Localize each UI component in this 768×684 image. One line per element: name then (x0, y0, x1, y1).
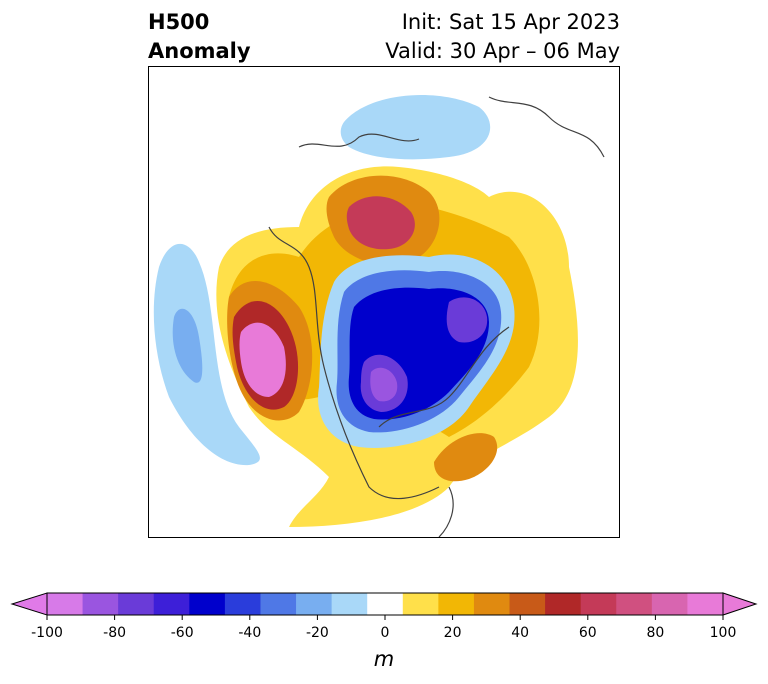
colorbar-swatch (260, 593, 297, 615)
colorbar-swatch (580, 593, 617, 615)
colorbar-swatch (651, 593, 688, 615)
colorbar-svg (10, 592, 758, 620)
colorbar-swatch (331, 593, 368, 615)
anomaly-map (148, 66, 620, 538)
colorbar-max-arrow (722, 592, 758, 616)
colorbar-swatch (545, 593, 582, 615)
colorbar-swatch (367, 593, 404, 615)
colorbar-swatch (687, 593, 724, 615)
anomaly-region-pos-north-2 (346, 196, 415, 250)
anomaly-region-pos-west-3 (239, 322, 286, 397)
colorbar-tick-label: 60 (578, 625, 597, 641)
colorbar-swatch (82, 593, 119, 615)
colorbar-swatch (47, 593, 84, 615)
colorbar-unit: m (373, 647, 395, 671)
colorbar-swatch (153, 593, 190, 615)
anomaly-region-neg-pacific-core (172, 308, 203, 383)
anomaly-region-neg-trough-west-core (370, 367, 398, 402)
colorbar-tick-label: 80 (646, 625, 665, 641)
colorbar-tick-label: 0 (380, 625, 390, 641)
colorbar-tick-label: 40 (511, 625, 530, 641)
title-right: Init: Sat 15 Apr 2023 Valid: 30 Apr – 06… (385, 8, 620, 66)
colorbar-swatch (616, 593, 653, 615)
colorbar-swatch (296, 593, 333, 615)
anomaly-region-neg-pacific (153, 243, 260, 466)
colorbar-swatch (509, 593, 546, 615)
anomaly-region-neg-north (340, 95, 491, 160)
colorbar-tick-label: -80 (103, 625, 127, 641)
init-date: Init: Sat 15 Apr 2023 (401, 10, 620, 34)
colorbar-tick-label: -60 (170, 625, 194, 641)
colorbar-tick-label: 100 (709, 625, 737, 641)
title-field-name: H500 (148, 10, 210, 34)
colorbar-tick-label: -20 (305, 625, 329, 641)
colorbar-swatch (473, 593, 511, 615)
colorbar-tick-label: -100 (31, 625, 63, 641)
colorbar-swatch (438, 593, 475, 615)
colorbar-swatch (189, 593, 226, 615)
colorbar-swatch (402, 593, 439, 615)
anomaly-region-pos-southeast (434, 433, 498, 482)
colorbar-swatch (224, 593, 261, 615)
valid-range: Valid: 30 Apr – 06 May (385, 39, 620, 63)
colorbar-min-arrow (10, 592, 48, 616)
colorbar: -100 -80 -60 -40 -20 0 20 40 60 80 100 m (0, 585, 768, 684)
title-field-type: Anomaly (148, 39, 251, 63)
colorbar-swatch (118, 593, 155, 615)
colorbar-tick-label: -40 (238, 625, 262, 641)
anomaly-region-neg-trough-east (446, 297, 488, 343)
coastline (268, 96, 605, 537)
map-svg (153, 95, 605, 537)
title-left: H500 Anomaly (148, 8, 251, 66)
colorbar-tick-label: 20 (443, 625, 462, 641)
